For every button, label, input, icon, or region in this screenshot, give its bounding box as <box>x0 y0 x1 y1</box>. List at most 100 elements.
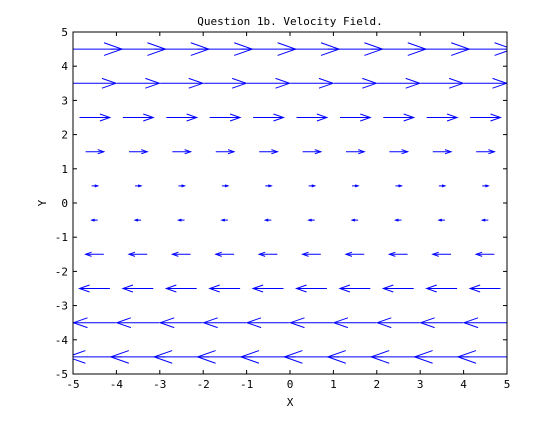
velocity-arrow <box>178 184 187 188</box>
y-tick-label: -3 <box>55 300 68 313</box>
arrow-head <box>94 184 100 188</box>
x-tick-label: 3 <box>417 378 424 391</box>
arrow-head <box>360 113 372 122</box>
arrow-head <box>448 77 465 89</box>
arrow-head <box>268 184 273 188</box>
x-tick-label: 2 <box>373 378 380 391</box>
arrow-head <box>143 113 155 122</box>
arrow-head <box>181 184 187 188</box>
velocity-arrow <box>332 317 377 329</box>
arrow-head <box>263 218 269 222</box>
arrow-head <box>224 184 230 188</box>
x-tick-label: -3 <box>153 378 166 391</box>
arrow-head <box>441 184 447 188</box>
arrow-head <box>318 77 335 89</box>
arrow-head <box>294 284 307 293</box>
velocity-arrow <box>214 251 235 257</box>
arrow-head <box>462 317 479 329</box>
arrow-head <box>490 113 503 122</box>
arrow-head <box>170 251 179 257</box>
arrow-head <box>485 184 490 188</box>
y-tick-label: -4 <box>55 334 69 347</box>
velocity-arrow <box>425 284 458 293</box>
arrow-head <box>186 113 199 122</box>
velocity-arrow <box>383 113 416 122</box>
velocity-arrow <box>85 149 106 155</box>
velocity-arrow <box>470 113 503 122</box>
arrow-head <box>398 184 404 188</box>
velocity-arrow <box>208 284 241 293</box>
velocity-arrow <box>116 77 161 89</box>
arrow-head <box>314 149 323 155</box>
velocity-arrow <box>381 284 414 293</box>
arrow-head <box>393 218 399 222</box>
arrow-head <box>84 251 92 257</box>
velocity-arrow <box>247 77 292 89</box>
velocity-arrow <box>437 218 445 222</box>
velocity-arrow <box>296 113 329 122</box>
velocity-arrow <box>462 317 507 329</box>
velocity-arrow <box>90 218 98 222</box>
velocity-arrow <box>438 184 447 188</box>
velocity-arrow <box>468 284 501 293</box>
arrow-head <box>257 251 266 257</box>
velocity-arrow <box>290 77 335 89</box>
arrow-head <box>109 350 129 364</box>
arrow-head <box>332 317 349 329</box>
velocity-arrow <box>164 284 197 293</box>
arrow-head <box>358 149 366 155</box>
velocity-arrow <box>387 251 408 257</box>
velocity-arrow <box>474 251 495 257</box>
arrow-head <box>446 113 459 122</box>
velocity-arrow <box>176 218 185 222</box>
velocity-arrow <box>202 317 247 329</box>
arrow-head <box>271 149 279 155</box>
velocity-arrow <box>221 184 230 188</box>
arrow-head <box>90 218 95 222</box>
velocity-arrow <box>350 218 359 222</box>
arrow-head <box>480 218 486 222</box>
velocity-arrow <box>419 317 464 329</box>
velocity-arrow <box>302 149 323 155</box>
x-tick-label: 0 <box>287 378 294 391</box>
arrow-head <box>99 113 112 122</box>
arrow-head <box>381 284 394 293</box>
arrow-head <box>184 149 193 155</box>
velocity-arrow <box>288 317 333 329</box>
chart-title: Question 1b. Velocity Field. <box>197 15 382 28</box>
velocity-arrow <box>253 113 286 122</box>
arrow-head <box>231 77 248 89</box>
velocity-arrow <box>432 149 453 155</box>
arrow-head <box>239 350 260 364</box>
velocity-arrow <box>345 149 366 155</box>
arrow-head <box>97 149 106 155</box>
velocity-arrow <box>251 284 284 293</box>
arrow-head <box>494 42 507 56</box>
velocity-arrow <box>389 149 410 155</box>
arrow-head <box>145 77 161 89</box>
arrow-head <box>273 113 286 122</box>
y-tick-label: 3 <box>61 94 68 107</box>
arrow-head <box>387 251 396 257</box>
x-axis-label: X <box>287 396 294 409</box>
arrow-head <box>158 317 175 329</box>
velocity-arrow <box>333 77 378 89</box>
arrow-head <box>405 77 422 89</box>
arrow-head <box>456 350 477 364</box>
arrow-head <box>275 77 292 89</box>
velocity-arrow <box>215 149 236 155</box>
y-tick-label: 4 <box>61 60 68 73</box>
y-tick-label: -5 <box>55 368 68 381</box>
arrow-head <box>444 149 453 155</box>
arrow-head <box>196 350 216 364</box>
arrow-head <box>369 350 390 364</box>
arrow-head <box>354 184 360 188</box>
velocity-arrow <box>431 251 452 257</box>
velocity-arrow <box>339 113 372 122</box>
velocity-arrow <box>482 184 490 188</box>
velocity-arrow <box>73 77 118 89</box>
arrow-layer <box>73 42 507 364</box>
y-axis-label: Y <box>36 199 49 206</box>
arrow-head <box>214 251 222 257</box>
arrow-head <box>431 251 439 257</box>
